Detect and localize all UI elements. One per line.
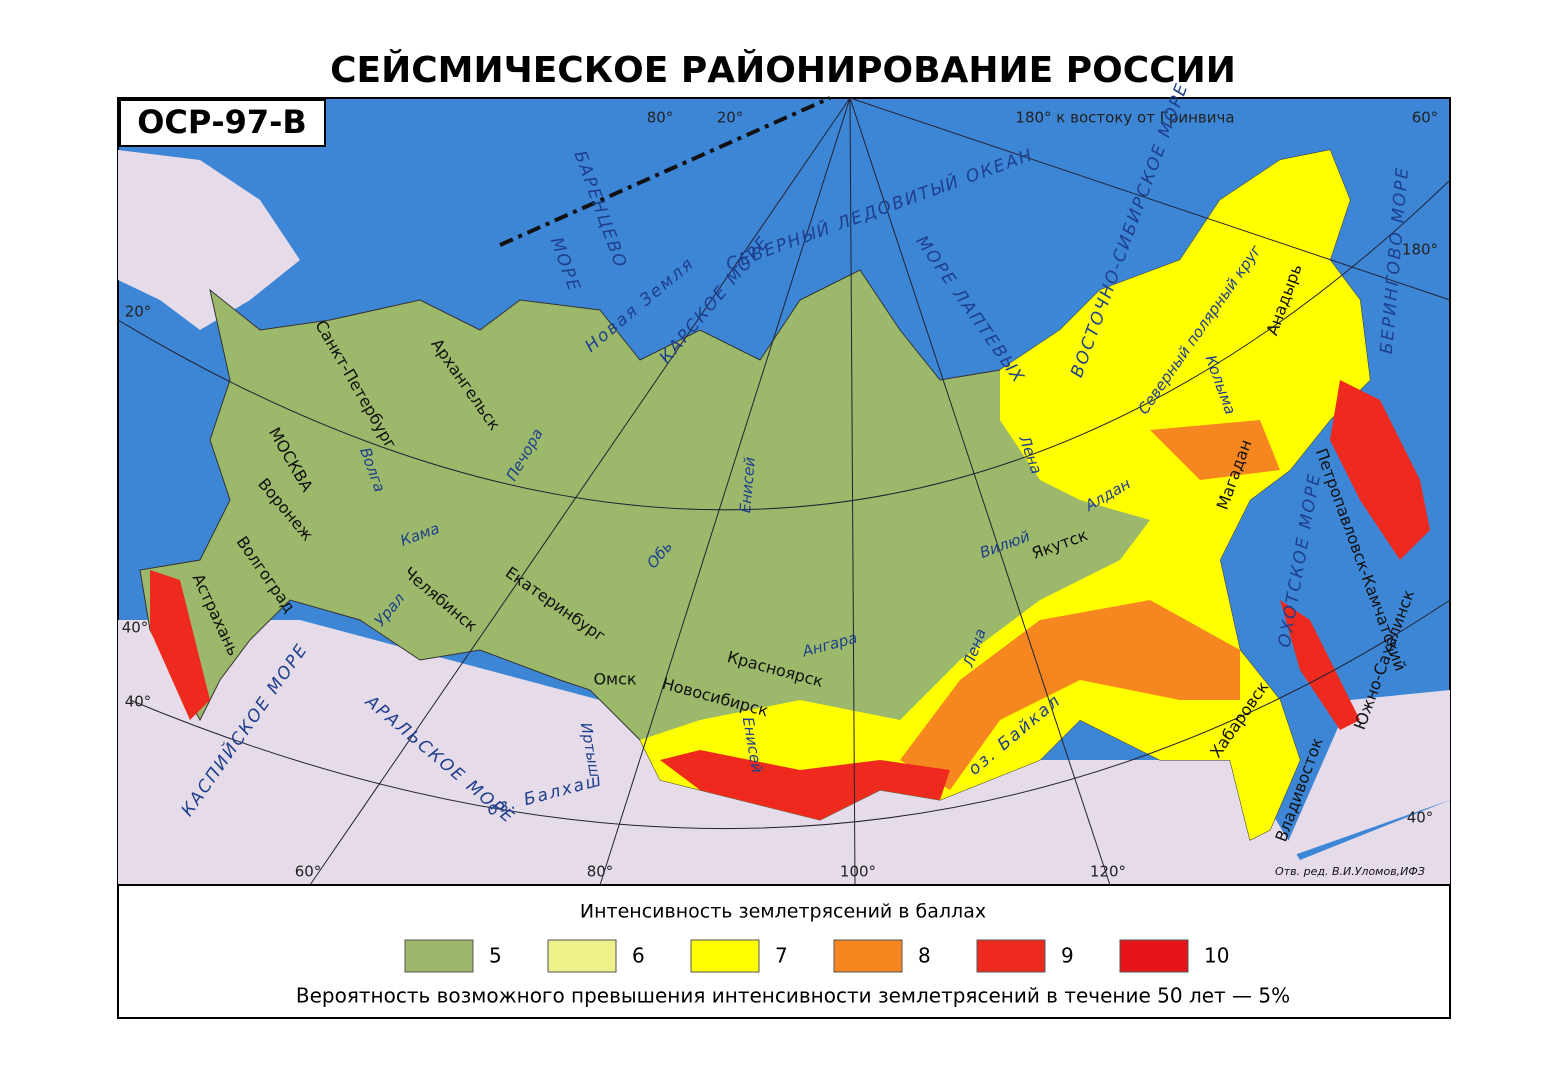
grid-label: 40° [125, 693, 152, 711]
legend-label: 9 [1061, 944, 1074, 968]
grid-label: 20° [717, 109, 744, 127]
credit: Отв. ред. В.И.Уломов,ИФЗ [1275, 865, 1425, 878]
graticule [117, 97, 1451, 886]
grid-label: 80° [587, 863, 614, 881]
badge: ОСР-97-В [137, 103, 307, 141]
grid-label: 120° [1090, 863, 1126, 881]
grid-label: 60° [1412, 109, 1439, 127]
grid-label: 60° [295, 863, 322, 881]
grid-label: 20° [125, 303, 152, 321]
legend-swatch [1119, 939, 1189, 973]
zone-9 [1330, 380, 1430, 560]
legend-swatch [833, 939, 903, 973]
border [499, 96, 831, 247]
legend-box [117, 884, 1451, 1019]
legend-label: 5 [489, 944, 502, 968]
river-label: Енисей [736, 456, 759, 514]
zone-9 [150, 570, 210, 720]
legend-label: 10 [1204, 944, 1229, 968]
city-label: Омск [593, 670, 636, 689]
legend-swatch [404, 939, 474, 973]
grid-label: 40° [1407, 809, 1434, 827]
foreign-land [1280, 690, 1450, 860]
map: ОСР-97-В [117, 96, 1451, 886]
zone-8 [900, 600, 1240, 790]
legend-swatch [547, 939, 617, 973]
zone-8 [1150, 420, 1280, 480]
legend-swatch [690, 939, 760, 973]
badge-box [119, 99, 326, 147]
grid-label: 180° к востоку от Гринвича [1015, 109, 1234, 127]
legend-label: 6 [632, 944, 645, 968]
zone-9 [1280, 600, 1360, 730]
foreign-land [118, 150, 300, 330]
legend-note: Вероятность возможного превышения интенс… [296, 984, 1290, 1008]
legend-label: 7 [775, 944, 788, 968]
zone-9 [660, 750, 950, 820]
legend-label: 8 [918, 944, 931, 968]
legend-title: Интенсивность землетрясений в баллах [580, 901, 986, 923]
grid-label: 80° [647, 109, 674, 127]
grid-label: 40° [122, 619, 149, 637]
legend-swatch [976, 939, 1046, 973]
grid-label: 100° [840, 863, 876, 881]
grid-label: 180° [1402, 241, 1438, 259]
title: СЕЙСМИЧЕСКОЕ РАЙОНИРОВАНИЕ РОССИИ [330, 49, 1236, 91]
